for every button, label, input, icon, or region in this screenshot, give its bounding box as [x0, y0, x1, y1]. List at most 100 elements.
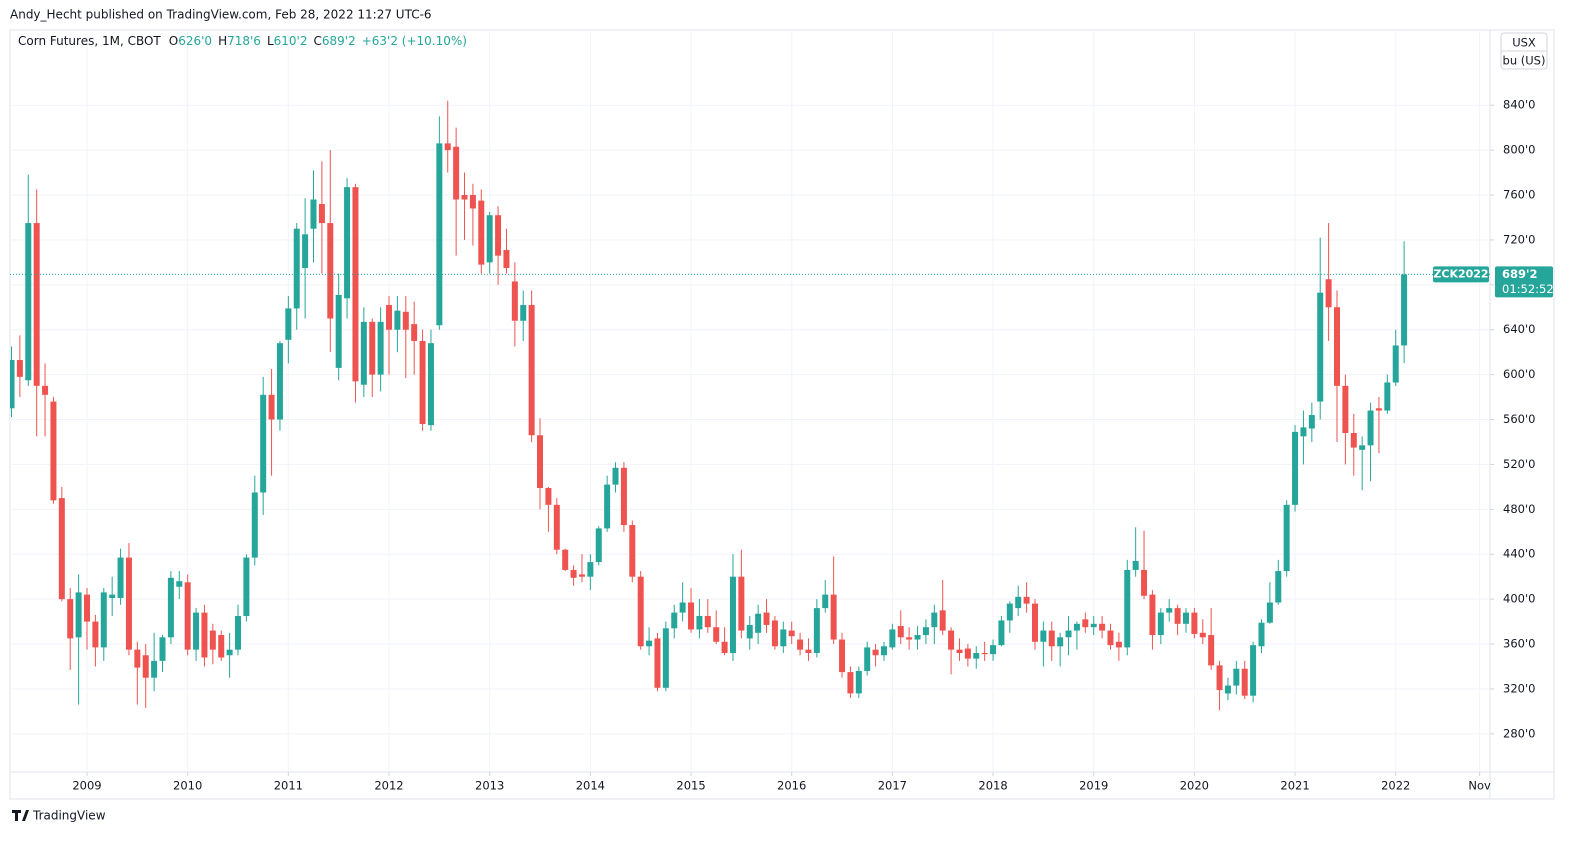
candle-body [411, 324, 418, 341]
candle-body [100, 592, 107, 648]
currency: USX [1512, 36, 1536, 50]
candle-body [495, 215, 502, 256]
candle-body [1283, 504, 1290, 572]
candle-body [360, 321, 367, 385]
x-tick-label: 2022 [1381, 779, 1410, 793]
header: Andy_Hecht published on TradingView.com,… [10, 8, 432, 22]
candle-body [671, 612, 678, 629]
candle-body [310, 199, 317, 229]
candle-body [906, 637, 913, 640]
candle-body [1090, 623, 1097, 628]
candle-body [394, 310, 401, 330]
candle-body [1384, 382, 1391, 411]
legend-change: +63'2 (+10.10%) [362, 34, 467, 48]
candle-body [990, 645, 997, 655]
candle-body [688, 602, 695, 630]
candle-body [16, 360, 23, 377]
candle-body [679, 602, 686, 613]
candle-body [142, 655, 149, 678]
candle-body [1107, 630, 1114, 646]
candle-body [528, 305, 535, 436]
candle-body [662, 628, 669, 688]
countdown-label: 01:52:52 [1502, 282, 1554, 296]
x-tick-label: 2019 [1079, 779, 1108, 793]
candle-body [713, 627, 720, 642]
candle-body [1149, 594, 1156, 636]
candle-body [1199, 632, 1206, 638]
candle-body [209, 630, 216, 650]
legend-key: O [169, 34, 178, 48]
candle-body [755, 613, 762, 633]
candle-body [444, 143, 451, 151]
candle-body [226, 649, 233, 656]
candle-body [897, 626, 904, 638]
candle-body [1241, 668, 1248, 696]
y-tick-label: 400'0 [1503, 592, 1535, 606]
candle-body [696, 615, 703, 630]
frame [9, 29, 1555, 800]
candle-body [629, 525, 636, 577]
candle-body [33, 223, 40, 386]
candle-body [981, 653, 988, 655]
candle-body [453, 146, 460, 200]
candle-body [771, 620, 778, 647]
candle-body [193, 612, 200, 650]
candle-body [478, 200, 485, 265]
candle-body [1191, 612, 1198, 634]
candle-body [117, 557, 124, 599]
candle-body [369, 321, 376, 375]
y-tick-label: 840'0 [1503, 98, 1535, 112]
candle-body [964, 648, 971, 659]
candle-body [1359, 445, 1366, 450]
candle-body [436, 143, 443, 326]
x-tick-label: 2010 [173, 779, 202, 793]
candle-body [10, 360, 15, 409]
candle-body [880, 646, 887, 656]
candle-body [545, 487, 552, 505]
x-tick-label: 2014 [576, 779, 605, 793]
candle-body [386, 305, 393, 330]
candle-body [1040, 630, 1047, 642]
candle-body [1292, 431, 1299, 505]
candle-body [151, 660, 158, 678]
y-tick-label: 720'0 [1503, 232, 1535, 246]
candle-body [537, 435, 544, 488]
legend-key: H [218, 34, 227, 48]
candle-body [729, 576, 736, 654]
candle-body [1174, 608, 1181, 624]
candle-body [973, 653, 980, 659]
candle-body [1141, 569, 1148, 596]
candle-body [58, 498, 65, 600]
candle-body [847, 672, 854, 694]
candle-body [612, 467, 619, 485]
candle-body [276, 343, 283, 420]
candle-body [1124, 569, 1131, 648]
x-tick-label: 2013 [475, 779, 504, 793]
candle-body [805, 649, 812, 654]
candle-body [998, 620, 1005, 646]
candle-body [1166, 608, 1173, 613]
legend-key: L [267, 34, 274, 48]
candle-body [1157, 612, 1164, 636]
y-tick-label: 760'0 [1503, 188, 1535, 202]
y-tick-label: 600'0 [1503, 367, 1535, 381]
footer-logo: TradingView [12, 809, 106, 823]
candle-body [1132, 560, 1139, 570]
y-tick-label: 800'0 [1503, 143, 1535, 157]
candle-body [251, 492, 258, 558]
price-label: 689'2 [1502, 267, 1538, 281]
x-tick-label: 2021 [1280, 779, 1309, 793]
axes: 280'0 320'0 360'0 400'0 440'0 480'0 520'0 560'0… [72, 98, 1553, 793]
candle-body [1367, 410, 1374, 446]
candle-body [746, 624, 753, 639]
candle-body [1048, 630, 1055, 647]
candle-body [42, 385, 49, 395]
candle-body [520, 305, 527, 321]
candle-body [914, 635, 921, 640]
x-tick-label: 2015 [676, 779, 705, 793]
candle-body [738, 576, 745, 631]
y-tick-label: 640'0 [1503, 322, 1535, 336]
candle-body [578, 574, 585, 577]
candle-body [1266, 602, 1273, 623]
